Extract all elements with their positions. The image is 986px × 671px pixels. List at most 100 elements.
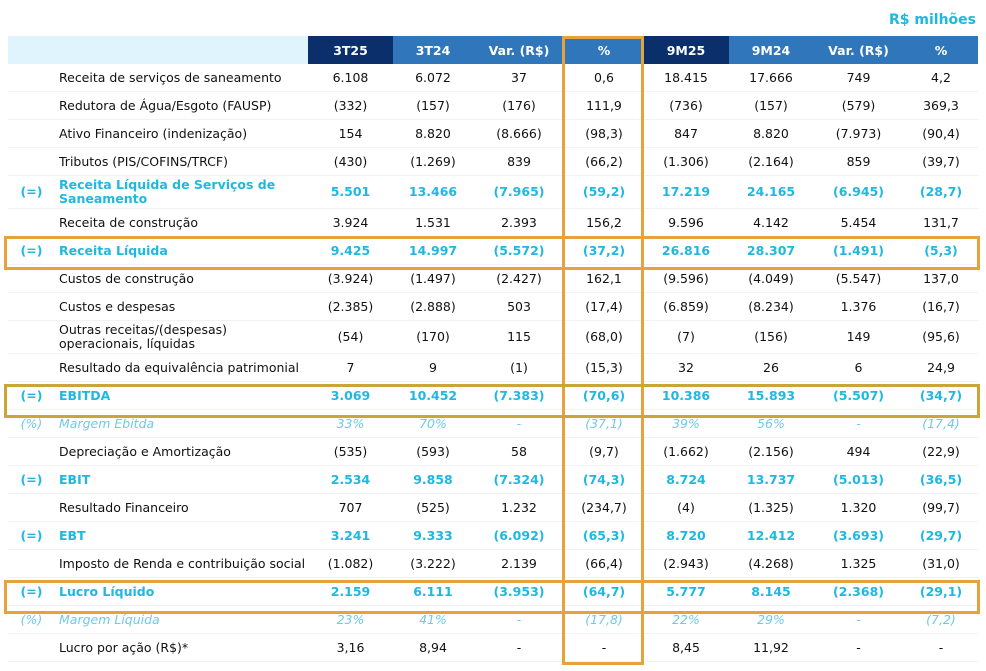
value-cell: (2.368) <box>813 577 904 606</box>
value-cell: - <box>473 633 565 662</box>
value-cell: 111,9 <box>565 91 643 120</box>
value-cell: (3.222) <box>393 549 473 578</box>
value-cell: 26.816 <box>643 236 729 265</box>
value-cell: 28.307 <box>729 236 813 265</box>
value-cell: - <box>813 633 904 662</box>
value-cell: (37,2) <box>565 236 643 265</box>
table-row: (=) EBITDA 3.069 10.452 (7.383) (70,6) 10.386 1… <box>8 381 978 410</box>
value-cell: (5,3) <box>904 236 978 265</box>
table-row: Custos e despesas (2.385) (2.888) 503 (17,4)… <box>8 292 978 321</box>
value-cell: 1.376 <box>813 292 904 321</box>
value-cell: (1.306) <box>643 147 729 176</box>
value-cell: (68,0) <box>565 320 643 354</box>
value-cell: (3.953) <box>473 577 565 606</box>
col-header: Var. (R$) <box>813 36 904 64</box>
value-cell: 707 <box>308 493 393 522</box>
value-cell: (1.497) <box>393 264 473 293</box>
value-cell: 12.412 <box>729 521 813 550</box>
value-cell: 5.501 <box>308 175 393 209</box>
row-label: Receita de construção <box>55 208 308 237</box>
row-label: Resultado Financeiro <box>55 493 308 522</box>
value-cell: 26 <box>729 353 813 382</box>
row-symbol <box>8 493 55 522</box>
value-cell: 369,3 <box>904 91 978 120</box>
row-symbol <box>8 147 55 176</box>
value-cell: 33% <box>308 409 393 438</box>
row-symbol <box>8 208 55 237</box>
value-cell: 3.069 <box>308 381 393 410</box>
value-cell: 8,94 <box>393 633 473 662</box>
value-cell: 58 <box>473 437 565 466</box>
value-cell: 8.820 <box>729 119 813 148</box>
value-cell: 0,6 <box>565 64 643 92</box>
value-cell: (7,2) <box>904 605 978 634</box>
value-cell: 6.111 <box>393 577 473 606</box>
col-header: % <box>565 36 643 64</box>
value-cell: (170) <box>393 320 473 354</box>
income-statement-table: 3T25 3T24 Var. (R$) % 9M25 9M24 Var. (R$… <box>8 36 978 662</box>
table-row: Resultado Financeiro 707 (525) 1.232 (234,7)… <box>8 493 978 522</box>
value-cell: 503 <box>473 292 565 321</box>
value-cell: (17,4) <box>565 292 643 321</box>
value-cell: 2.393 <box>473 208 565 237</box>
value-cell: (64,7) <box>565 577 643 606</box>
row-label: Lucro Líquido <box>55 577 308 606</box>
value-cell: 9.858 <box>393 465 473 494</box>
value-cell: (29,1) <box>904 577 978 606</box>
row-symbol <box>8 437 55 466</box>
value-cell: 32 <box>643 353 729 382</box>
value-cell: (2.888) <box>393 292 473 321</box>
row-label: Custos de construção <box>55 264 308 293</box>
row-label: Ativo Financeiro (indenização) <box>55 119 308 148</box>
value-cell: (430) <box>308 147 393 176</box>
value-cell: (7) <box>643 320 729 354</box>
value-cell: (17,4) <box>904 409 978 438</box>
value-cell: 39% <box>643 409 729 438</box>
value-cell: 2.534 <box>308 465 393 494</box>
value-cell: 1.531 <box>393 208 473 237</box>
value-cell: 17.666 <box>729 64 813 92</box>
value-cell: 15.893 <box>729 381 813 410</box>
value-cell: (579) <box>813 91 904 120</box>
value-cell: (157) <box>729 91 813 120</box>
value-cell: (16,7) <box>904 292 978 321</box>
table-row: (=) EBT 3.241 9.333 (6.092) (65,3) 8.720 12.412… <box>8 521 978 550</box>
table-row: Outras receitas/(despesas) operacionais,… <box>8 320 978 354</box>
value-cell: - <box>813 605 904 634</box>
value-cell: 749 <box>813 64 904 92</box>
table-row: Imposto de Renda e contribuição social (1… <box>8 549 978 578</box>
col-header: Var. (R$) <box>473 36 565 64</box>
value-cell: 4.142 <box>729 208 813 237</box>
value-cell: (6.092) <box>473 521 565 550</box>
value-cell: - <box>473 605 565 634</box>
value-cell: (8.234) <box>729 292 813 321</box>
value-cell: 3,16 <box>308 633 393 662</box>
row-label: Tributos (PIS/COFINS/TRCF) <box>55 147 308 176</box>
value-cell: - <box>565 633 643 662</box>
row-label: Custos e despesas <box>55 292 308 321</box>
value-cell: 1.325 <box>813 549 904 578</box>
value-cell: (66,4) <box>565 549 643 578</box>
table-row: (=) Lucro Líquido 2.159 6.111 (3.953) (64,7) 5… <box>8 577 978 606</box>
value-cell: (1.662) <box>643 437 729 466</box>
value-cell: (332) <box>308 91 393 120</box>
table-row: Resultado da equivalência patrimonial 7 9(… <box>8 353 978 382</box>
value-cell: (17,8) <box>565 605 643 634</box>
value-cell: (176) <box>473 91 565 120</box>
value-cell: 5.454 <box>813 208 904 237</box>
value-cell: (4.268) <box>729 549 813 578</box>
value-cell: (95,6) <box>904 320 978 354</box>
value-cell: (99,7) <box>904 493 978 522</box>
row-symbol: (%) <box>8 409 55 438</box>
table-row: Ativo Financeiro (indenização) 154 8.820 (8… <box>8 119 978 148</box>
row-symbol <box>8 91 55 120</box>
value-cell: (29,7) <box>904 521 978 550</box>
value-cell: 41% <box>393 605 473 634</box>
value-cell: (5.547) <box>813 264 904 293</box>
value-cell: 10.386 <box>643 381 729 410</box>
value-cell: (2.385) <box>308 292 393 321</box>
value-cell: 7 <box>308 353 393 382</box>
value-cell: 1.232 <box>473 493 565 522</box>
value-cell: 8.720 <box>643 521 729 550</box>
table-row: Tributos (PIS/COFINS/TRCF) (430) (1.269) 83… <box>8 147 978 176</box>
